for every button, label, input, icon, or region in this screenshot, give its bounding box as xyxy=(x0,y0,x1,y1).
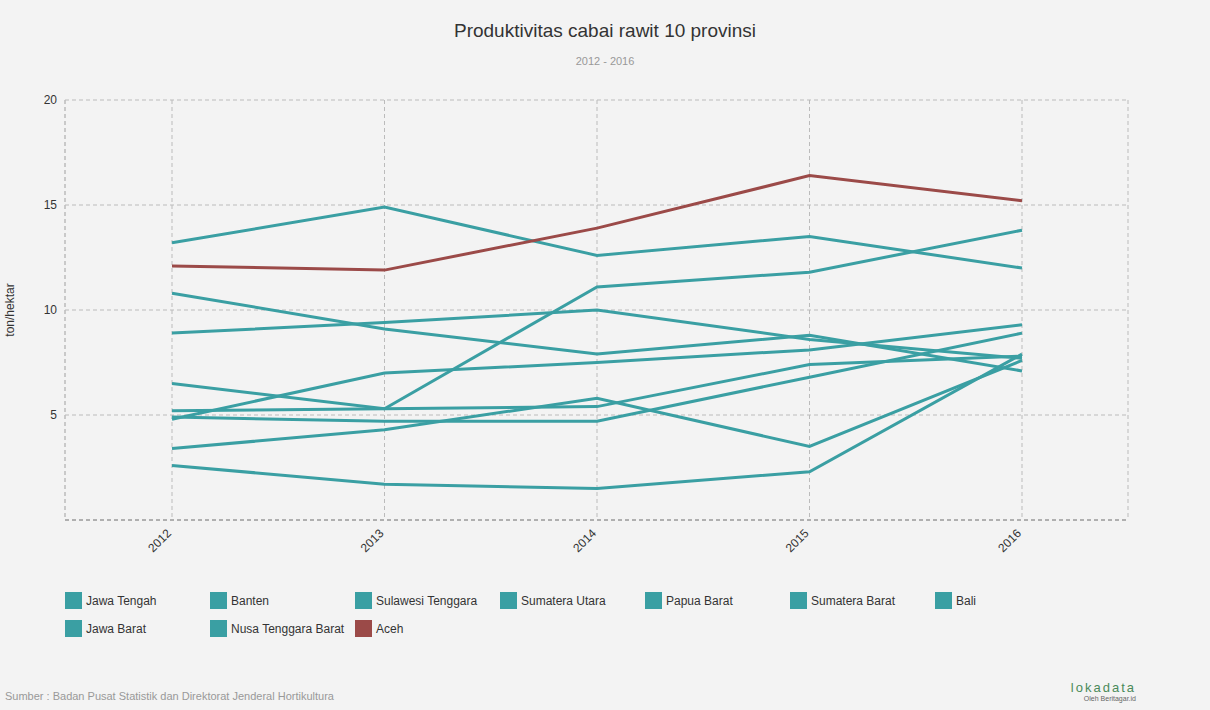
html-text:Produktivitas cabai rawit 10 p: Produktivitas cabai rawit 10 provinsi xyxy=(454,20,756,41)
svg-text:2013: 2013 xyxy=(358,526,387,555)
html-text:Jawa Barat: Jawa Barat xyxy=(86,621,146,636)
html-text:2012 - 2016: 2012 - 2016 xyxy=(575,55,635,67)
svg-text:10: 10 xyxy=(44,303,58,317)
html-text:Oleh Beritagar.id: Oleh Beritagar.id xyxy=(1083,695,1136,702)
svg-text:2016: 2016 xyxy=(995,526,1024,555)
html-text:Sulawesi Tenggara: Sulawesi Tenggara xyxy=(376,593,478,608)
html-text:Bali: Bali xyxy=(956,593,976,608)
svg-text:15: 15 xyxy=(44,198,58,212)
html-text:Papua Barat: Papua Barat xyxy=(666,593,733,608)
svg-text:20: 20 xyxy=(44,93,58,107)
html-text:Banten: Banten xyxy=(231,593,269,608)
svg-text:2015: 2015 xyxy=(783,526,812,555)
html-text:Sumber : Badan Pusat Statistik: Sumber : Badan Pusat Statistik dan Direk… xyxy=(5,690,334,702)
svg-text:2012: 2012 xyxy=(145,526,174,555)
html-text:Aceh: Aceh xyxy=(376,621,404,636)
svg-text:2014: 2014 xyxy=(570,526,599,555)
html-text:Jawa Tengah: Jawa Tengah xyxy=(86,593,157,608)
html-text:Nusa Tenggara Barat: Nusa Tenggara Barat xyxy=(231,621,345,636)
svg-text:ton/hektar: ton/hektar xyxy=(8,283,17,336)
html-text:lokadata: lokadata xyxy=(1070,680,1136,695)
html-text:Sumatera Barat: Sumatera Barat xyxy=(811,593,895,608)
svg-text:5: 5 xyxy=(50,408,57,422)
html-text:Sumatera Utara: Sumatera Utara xyxy=(521,593,606,608)
